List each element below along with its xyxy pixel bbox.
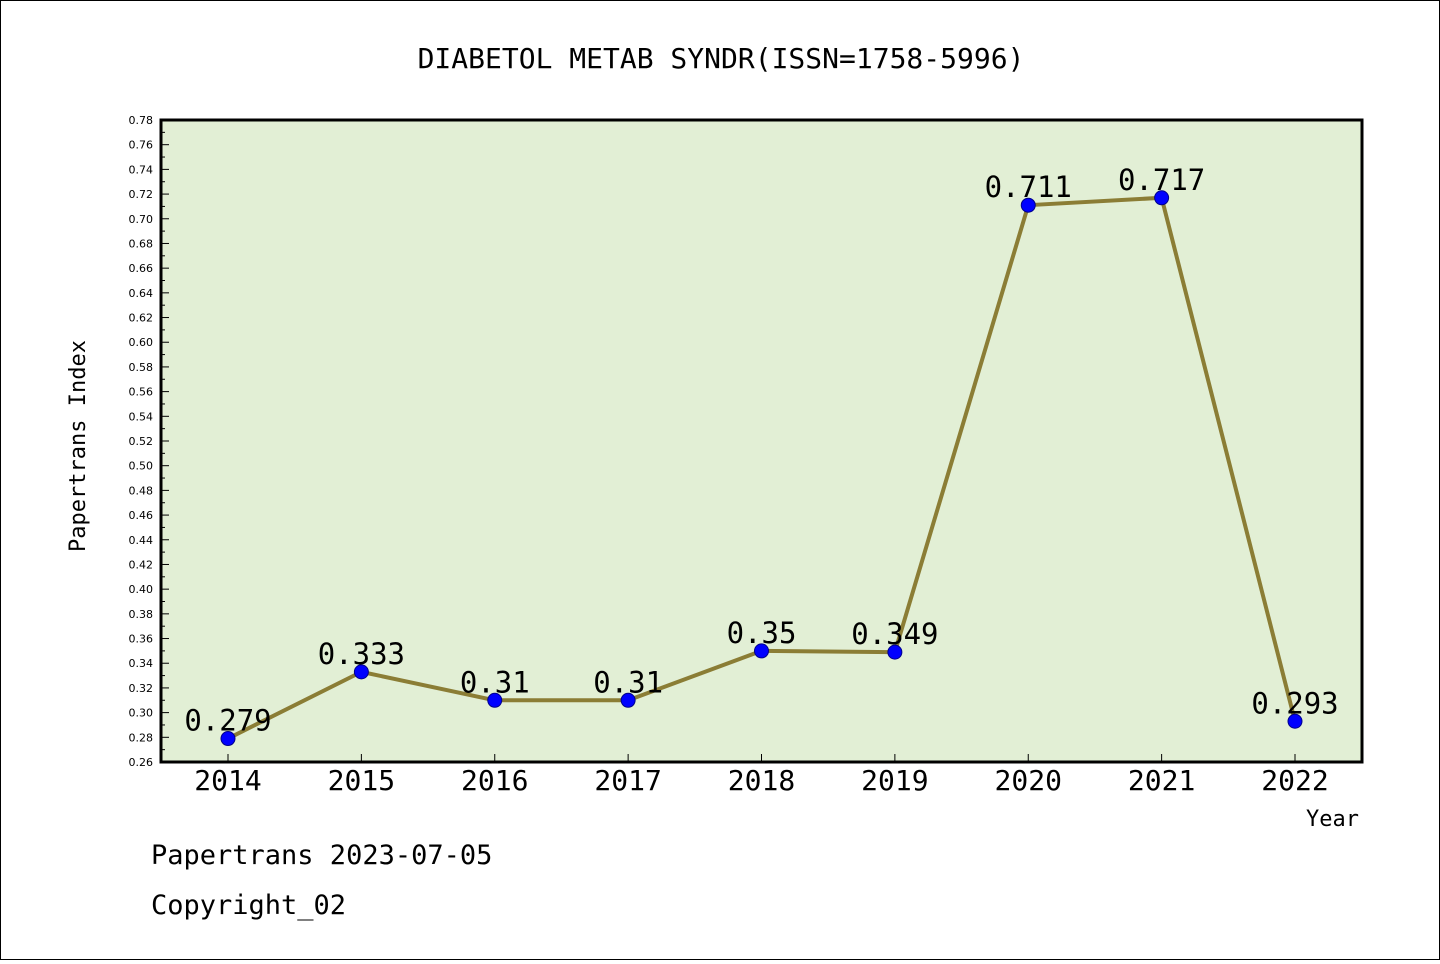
data-point <box>1020 197 1036 213</box>
y-tick-label: 0.30 <box>129 707 154 720</box>
y-tick-label: 0.78 <box>129 114 154 127</box>
x-tick-label: 2020 <box>995 764 1062 797</box>
y-tick-label: 0.72 <box>129 188 154 201</box>
y-tick-label: 0.28 <box>129 731 154 744</box>
data-label: 0.279 <box>184 704 271 738</box>
y-tick-label: 0.64 <box>129 287 154 300</box>
data-point <box>487 692 503 708</box>
y-tick-label: 0.62 <box>129 312 154 325</box>
chart-title: DIABETOL METAB SYNDR(ISSN=1758-5996) <box>418 42 1025 75</box>
series-line <box>220 190 1303 747</box>
x-tick-label: 2022 <box>1261 764 1328 797</box>
y-tick-label: 0.54 <box>129 410 154 423</box>
data-label: 0.333 <box>318 637 405 671</box>
data-point <box>620 692 636 708</box>
y-tick-label: 0.26 <box>129 756 154 769</box>
y-tick-label: 0.56 <box>129 386 154 399</box>
y-tick-label: 0.70 <box>129 213 154 226</box>
y-tick-label: 0.66 <box>129 262 154 275</box>
y-tick-label: 0.74 <box>129 163 154 176</box>
data-point <box>887 644 903 660</box>
y-axis-title: Papertrans Index <box>66 340 91 552</box>
x-tick-label: 2021 <box>1128 764 1195 797</box>
y-tick-label: 0.60 <box>129 336 154 349</box>
footer-copyright: Copyright_02 <box>151 890 346 921</box>
data-label: 0.31 <box>460 665 530 699</box>
x-axis: 2014 2015 2016 2017 2018 2019 2020 2021 2022 <box>194 754 1329 797</box>
data-label: 0.35 <box>727 616 797 650</box>
y-tick-label: 0.32 <box>129 682 154 695</box>
data-label: 0.293 <box>1251 686 1338 720</box>
x-tick-label: 2016 <box>461 764 528 797</box>
data-point <box>1287 713 1303 729</box>
y-tick-label: 0.76 <box>129 139 154 152</box>
y-tick-label: 0.44 <box>129 534 154 547</box>
data-label: 0.711 <box>985 170 1072 204</box>
data-point <box>754 643 769 659</box>
y-tick-label: 0.40 <box>129 583 154 596</box>
y-tick-label: 0.58 <box>129 361 154 374</box>
data-point <box>220 731 236 747</box>
y-tick-label: 0.34 <box>129 657 154 670</box>
data-point <box>353 664 369 680</box>
y-tick-label: 0.48 <box>129 484 154 497</box>
x-tick-label: 2014 <box>194 764 261 797</box>
x-tick-label: 2015 <box>328 764 395 797</box>
data-labels: 0.279 0.333 0.31 0.31 0.35 0.349 0.711 0.717 0.2… <box>184 163 1338 738</box>
y-tick-label: 0.36 <box>129 633 154 646</box>
data-label: 0.31 <box>593 665 663 699</box>
y-axis: 0.26 0.28 0.30 0.32 0.34 0.36 0.38 0.40 0.42 0.44… <box>129 114 169 769</box>
y-tick-label: 0.38 <box>129 608 154 621</box>
data-label: 0.349 <box>851 617 938 651</box>
y-tick-label: 0.52 <box>129 435 154 448</box>
data-point <box>1154 190 1170 206</box>
x-tick-label: 2019 <box>861 764 928 797</box>
y-tick-label: 0.50 <box>129 460 154 473</box>
x-tick-label: 2017 <box>594 764 661 797</box>
footer-date: Papertrans 2023-07-05 <box>151 840 492 871</box>
x-axis-title: Year <box>1306 807 1359 832</box>
y-tick-label: 0.42 <box>129 558 154 571</box>
data-label: 0.717 <box>1118 163 1205 197</box>
y-tick-label: 0.68 <box>129 237 154 250</box>
x-tick-label: 2018 <box>728 764 795 797</box>
y-tick-label: 0.46 <box>129 509 154 522</box>
plot-border <box>159 118 1364 764</box>
